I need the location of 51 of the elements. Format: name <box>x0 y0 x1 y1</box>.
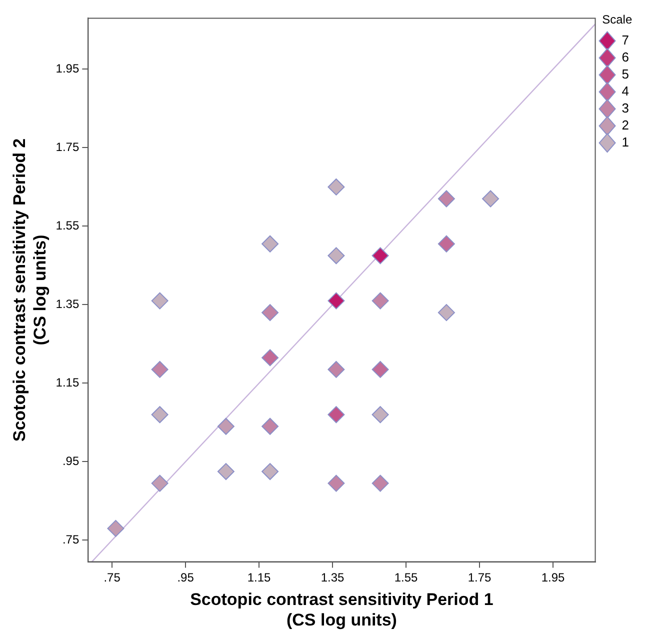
y-tick-label: 1.15 <box>56 376 80 390</box>
y-axis-title: Scotopic contrast sensitivity Period 2 (CS log units) <box>10 138 50 442</box>
point <box>438 235 455 252</box>
point <box>328 178 345 196</box>
point <box>107 520 124 537</box>
x-tick-label: 1.95 <box>541 570 566 584</box>
legend-label: 5 <box>622 66 630 82</box>
y-tick-label: 1.55 <box>56 218 80 233</box>
point <box>372 360 389 378</box>
point <box>328 406 345 424</box>
x-axis-title: Scotopic contrast sensitivity Period 1 (CS log units) <box>190 590 494 630</box>
point <box>438 304 455 322</box>
y-tick-label: 1.75 <box>56 140 80 154</box>
point <box>151 360 168 378</box>
point <box>328 360 345 378</box>
point <box>438 190 455 208</box>
legend-label: 4 <box>622 83 630 98</box>
point <box>262 304 279 322</box>
x-tick-label: 1.35 <box>320 570 345 584</box>
y-tick-label: .75 <box>62 532 80 547</box>
point <box>328 292 345 310</box>
point <box>328 474 345 492</box>
point <box>262 235 279 252</box>
legend-label: 3 <box>622 100 630 116</box>
point <box>482 190 500 208</box>
y-tick-label: 1.95 <box>56 62 80 76</box>
point <box>372 292 389 310</box>
point <box>372 474 389 492</box>
point <box>262 349 279 366</box>
y-tick-label: .95 <box>62 454 80 468</box>
legend-label: 7 <box>622 32 630 48</box>
point <box>151 292 168 310</box>
legend-title: Scale <box>602 12 632 26</box>
point <box>262 418 279 435</box>
y-tick-label: 1.35 <box>56 297 80 312</box>
x-tick-label: 1.75 <box>468 570 492 584</box>
point <box>217 418 234 435</box>
x-tick-label: 1.55 <box>394 570 418 584</box>
x-tick-label: .95 <box>177 570 194 584</box>
x-tick-label: 1.15 <box>247 570 272 584</box>
legend-label: 1 <box>622 134 630 150</box>
point <box>151 474 168 492</box>
point <box>328 247 345 264</box>
point <box>217 463 234 480</box>
point <box>372 406 389 424</box>
point <box>151 406 168 424</box>
x-tick-label: .75 <box>104 570 121 584</box>
legend-label: 2 <box>622 117 630 132</box>
legend-label: 6 <box>622 49 630 64</box>
point <box>262 463 279 480</box>
point <box>372 247 389 264</box>
